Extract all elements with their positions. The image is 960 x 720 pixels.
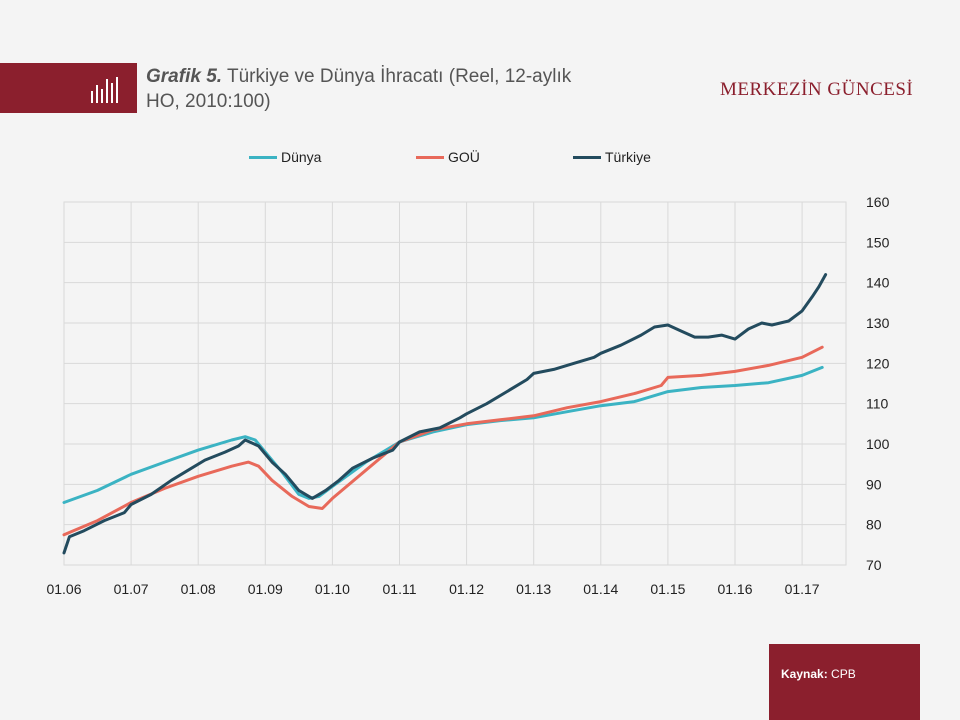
y-tick-label: 90 bbox=[866, 476, 882, 492]
x-tick-label: 01.12 bbox=[449, 581, 484, 597]
y-tick-label: 160 bbox=[866, 194, 890, 210]
brand-logo-text: MERKEZİN GÜNCESİ bbox=[720, 79, 914, 100]
y-tick-label: 140 bbox=[866, 275, 890, 291]
chart-title-rest: Türkiye ve Dünya İhracatı (Reel, 12-aylı… bbox=[146, 66, 572, 112]
y-tick-label: 100 bbox=[866, 436, 890, 452]
x-tick-label: 01.09 bbox=[248, 581, 283, 597]
title-band bbox=[0, 63, 137, 113]
legend-swatch-gou bbox=[416, 155, 444, 159]
legend-item-dunya: Dünya bbox=[249, 149, 321, 165]
y-tick-label: 80 bbox=[866, 517, 882, 533]
source-box: Kaynak: CPB bbox=[769, 644, 920, 720]
x-tick-label: 01.17 bbox=[785, 581, 820, 597]
legend-swatch-dunya bbox=[249, 155, 277, 159]
y-tick-label: 130 bbox=[866, 315, 890, 331]
x-tick-label: 01.16 bbox=[717, 581, 752, 597]
x-tick-label: 01.11 bbox=[383, 581, 417, 597]
x-tick-label: 01.15 bbox=[650, 581, 685, 597]
chart-legend: Dünya GOÜ Türkiye bbox=[0, 149, 960, 169]
legend-swatch-turkiye bbox=[573, 155, 601, 159]
x-tick-label: 01.10 bbox=[315, 581, 350, 597]
source-label: Kaynak: bbox=[781, 667, 828, 681]
series-line-go- bbox=[62, 345, 824, 537]
legend-label-dunya: Dünya bbox=[281, 149, 322, 165]
bar-chart-icon bbox=[91, 77, 118, 103]
y-tick-label: 120 bbox=[866, 355, 890, 371]
chart-title: Grafik 5. Türkiye ve Dünya İhracatı (Ree… bbox=[146, 64, 606, 114]
legend-label-turkiye: Türkiye bbox=[605, 149, 651, 165]
legend-item-gou: GOÜ bbox=[416, 149, 480, 165]
y-tick-label: 70 bbox=[866, 557, 882, 573]
x-tick-label: 01.14 bbox=[583, 581, 618, 597]
legend-label-gou: GOÜ bbox=[448, 149, 480, 165]
x-tick-label: 01.07 bbox=[114, 581, 149, 597]
series-line-t-rkiye bbox=[62, 273, 828, 555]
x-tick-label: 01.06 bbox=[46, 581, 81, 597]
plot-area-frame bbox=[63, 201, 847, 566]
source-text: Kaynak: CPB bbox=[781, 667, 856, 681]
legend-item-turkiye: Türkiye bbox=[573, 149, 651, 165]
x-tick-label: 01.13 bbox=[516, 581, 551, 597]
x-tick-label: 01.08 bbox=[181, 581, 216, 597]
source-value: CPB bbox=[827, 667, 856, 681]
chart-title-bold: Grafik 5. bbox=[146, 66, 223, 87]
y-tick-label: 110 bbox=[866, 396, 889, 412]
y-tick-label: 150 bbox=[866, 234, 890, 250]
